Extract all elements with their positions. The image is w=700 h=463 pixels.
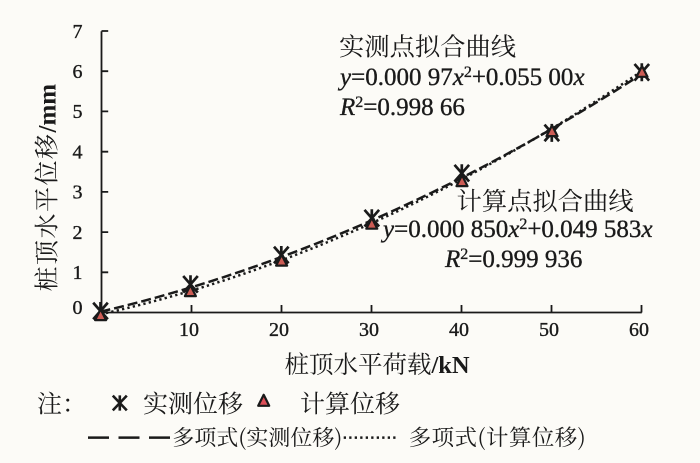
svg-text:40: 40 (449, 319, 469, 341)
svg-text:30: 30 (359, 319, 379, 341)
svg-text:4: 4 (73, 142, 83, 164)
svg-text:50: 50 (539, 319, 559, 341)
svg-text:60: 60 (629, 319, 649, 341)
svg-text:y=0.000 97x2+0.055 00x: y=0.000 97x2+0.055 00x (337, 64, 585, 91)
svg-text:R2=0.998 66: R2=0.998 66 (339, 94, 465, 121)
svg-text:6: 6 (73, 61, 83, 83)
svg-text:2: 2 (73, 222, 83, 244)
svg-text:1: 1 (73, 262, 83, 284)
svg-text:20: 20 (269, 319, 289, 341)
svg-text:3: 3 (73, 182, 83, 204)
svg-text:y=0.000 850x2+0.049 583x: y=0.000 850x2+0.049 583x (380, 216, 653, 243)
svg-text:/mm: /mm (35, 84, 62, 134)
svg-text:0: 0 (73, 297, 83, 319)
svg-text:10: 10 (179, 319, 199, 341)
svg-text:7: 7 (73, 21, 83, 43)
svg-text:/kN: /kN (431, 352, 470, 379)
svg-text:R2=0.999 936: R2=0.999 936 (444, 246, 582, 273)
svg-text:5: 5 (73, 101, 83, 123)
